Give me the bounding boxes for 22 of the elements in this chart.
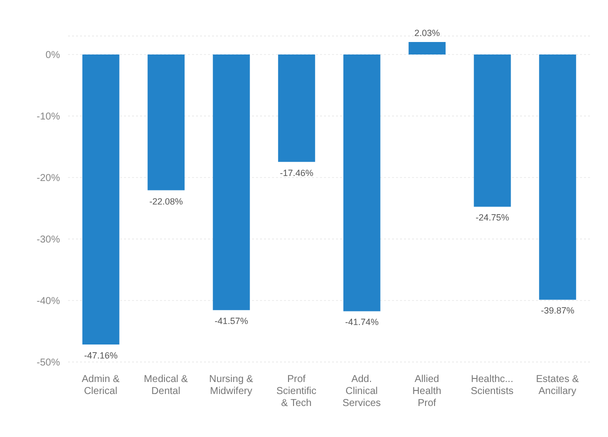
x-tick-label: Admin & Clerical [82,374,120,397]
data-label: -41.57% [214,316,248,326]
y-tick-label: -20% [36,173,60,184]
x-tick-label: Healthc... Scientists [470,374,514,397]
x-tick-label: Medical & Dental [144,374,188,397]
data-label: -39.87% [540,306,574,316]
x-tick-label: Estates & Ancillary [536,374,580,397]
data-label: -24.75% [476,212,510,223]
y-tick-label: -50% [36,358,60,369]
data-label: -22.08% [149,196,183,206]
y-tick-label: -30% [36,234,60,246]
x-tick-label: Nursing & Midwifery [209,374,254,397]
data-label: 2.03% [414,28,440,38]
x-tick-label: Allied Health Prof [412,374,442,409]
x-tick-label: Add. Clinical Services [342,374,381,409]
data-label: -41.74% [345,317,379,328]
y-tick-label: -40% [36,296,60,308]
y-tick-label: 0% [46,50,60,62]
x-tick-label: Prof Scientific & Tech [276,374,316,409]
data-label: -17.46% [280,168,314,178]
data-label: -47.16% [84,350,118,361]
y-tick-label: -10% [36,112,60,123]
